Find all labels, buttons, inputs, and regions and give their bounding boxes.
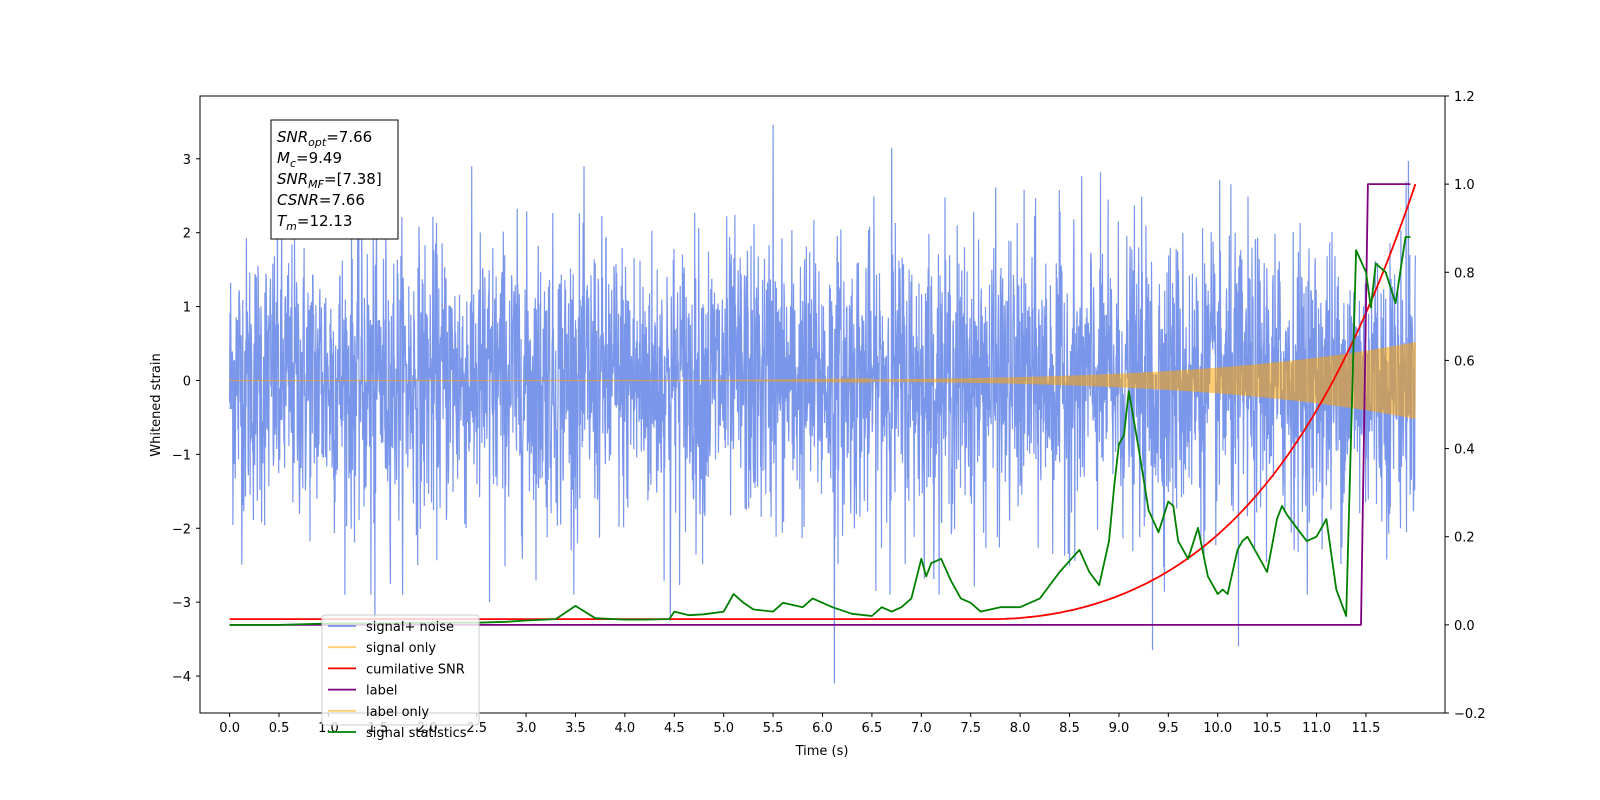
annotation-frame (270, 119, 399, 240)
series-signal-only (229, 342, 1416, 419)
y-right-tick-label: 1.0 (1454, 178, 1475, 193)
x-tick-label: 4.0 (615, 721, 636, 736)
y-left-tick-label: 2 (183, 227, 191, 242)
x-tick-label: 11.0 (1302, 721, 1331, 736)
x-tick-label: 8.0 (1010, 721, 1031, 736)
y-right-tick-label: 0.8 (1454, 266, 1475, 281)
x-tick-label: 4.5 (664, 721, 685, 736)
y-left-tick-label: 3 (183, 153, 191, 168)
legend-entry-label: signal statistics (366, 726, 467, 741)
x-axis-label: Time (s) (795, 744, 849, 759)
x-tick-label: 10.5 (1253, 721, 1282, 736)
y-left-tick-label: 1 (183, 301, 191, 316)
series-signal-plus-noise (229, 124, 1416, 684)
annotation-line: Tm=12.13 (277, 212, 352, 233)
y-right-tick-label: 0.6 (1454, 354, 1475, 369)
y-left-tick-label: −2 (172, 522, 191, 537)
y-right-tick-label: 0.2 (1454, 531, 1475, 546)
legend-entry-label: signal only (366, 641, 436, 656)
y-right-tick-label: 0.0 (1454, 619, 1475, 634)
x-tick-label: 10.0 (1203, 721, 1232, 736)
y-left-tick-label: −1 (172, 448, 191, 463)
annotation-line: SNRMF=[7.38] (277, 170, 382, 191)
x-tick-label: 6.5 (862, 721, 883, 736)
x-tick-label: 7.5 (960, 721, 981, 736)
series-signal-statistics (229, 236, 1411, 626)
y-left-tick-label: −4 (172, 670, 191, 685)
x-tick-label: 6.0 (812, 721, 833, 736)
y-right-tick-label: 0.4 (1454, 443, 1475, 458)
y-left-tick-label: 0 (183, 374, 191, 389)
legend-frame (321, 614, 480, 726)
annotation-line: SNRopt=7.66 (277, 128, 372, 149)
x-tick-label: 5.5 (763, 721, 784, 736)
x-tick-label: 3.0 (516, 721, 537, 736)
annotation-line: CSNR=7.66 (277, 191, 365, 209)
annotation-line: Mc=9.49 (277, 149, 342, 170)
y-axis-left: −4 −3 −2 −1 0 1 2 3 (172, 153, 200, 685)
series-label (229, 183, 1411, 626)
x-tick-label: 9.5 (1158, 721, 1179, 736)
x-axis: 0.0 0.5 1.0 1.5 2.0 2.5 3.0 3.5 4.0 4.5 5.0 5.5 6.0 6… (219, 713, 1380, 736)
legend-entry-label: signal+ noise (366, 620, 454, 635)
y-left-tick-label: −3 (172, 596, 191, 611)
y-right-tick-label: 1.2 (1454, 90, 1475, 105)
x-tick-label: 7.0 (911, 721, 932, 736)
x-tick-label: 0.0 (219, 721, 240, 736)
x-tick-label: 11.5 (1351, 721, 1380, 736)
y-axis-right: −0.2 0.0 0.2 0.4 0.6 0.8 1.0 1.2 (1445, 90, 1486, 722)
x-tick-label: 3.5 (565, 721, 586, 736)
x-tick-label: 9.0 (1109, 721, 1130, 736)
x-tick-label: 8.5 (1059, 721, 1080, 736)
legend-entry-label: label (366, 684, 397, 699)
x-tick-label: 5.0 (713, 721, 734, 736)
legend-entry-label: cumilative SNR (366, 662, 465, 677)
x-tick-label: 0.5 (269, 721, 290, 736)
y-right-tick-label: −0.2 (1454, 707, 1486, 722)
legend: signal+ noise signal only cumilative SNR la… (321, 614, 480, 741)
y-axis-label-left: Whitened strain (149, 353, 164, 456)
legend-entry-label: label only (366, 705, 429, 720)
